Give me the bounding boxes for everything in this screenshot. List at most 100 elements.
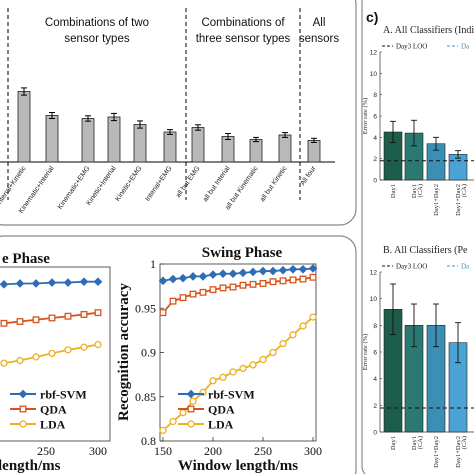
category-label: (CA)	[417, 436, 424, 449]
category-label: Day1+Day2	[455, 184, 462, 216]
category-label: all but Kinetic	[259, 165, 289, 204]
bar	[163, 131, 177, 163]
data-point	[159, 309, 167, 317]
data-point	[80, 310, 88, 318]
y-tick-label: 0.85	[135, 390, 156, 404]
legend-label: QDA	[208, 403, 235, 417]
data-point	[209, 377, 217, 385]
data-point	[208, 270, 218, 279]
data-point	[169, 417, 177, 426]
data-point	[289, 276, 297, 284]
bar	[278, 134, 292, 163]
data-point	[168, 274, 178, 284]
data-point	[179, 294, 187, 302]
y-axis-label: Error rate (%)	[362, 334, 369, 370]
series-line	[162, 267, 314, 282]
data-point	[269, 278, 277, 286]
data-point	[299, 322, 307, 330]
chart-b-title: B. All Classifiers (Pe	[383, 245, 468, 256]
data-point	[64, 312, 72, 320]
data-point	[188, 272, 198, 281]
data-point	[32, 353, 40, 361]
top-panel-frame	[0, 0, 357, 226]
group-label-two-line2: sensor types	[64, 33, 129, 45]
data-point	[19, 405, 27, 413]
swing-panel: Swing Phase Recognition accuracy 0.8 0.85…	[116, 245, 322, 474]
data-point	[48, 314, 56, 322]
data-point	[93, 277, 103, 287]
data-point	[189, 397, 197, 405]
legend-label: Da	[461, 263, 470, 271]
x-tick-label: 200	[204, 444, 222, 458]
data-point	[198, 272, 208, 281]
legend-label: Day3 LOO	[396, 263, 427, 271]
category-label: Day1+Day2	[433, 436, 440, 468]
y-axis-label: Error rate (%)	[362, 98, 369, 134]
chart-a-title: A. All Classifiers (Indi	[383, 25, 474, 36]
legend-label: LDA	[208, 418, 234, 432]
bar	[107, 116, 121, 163]
group-label-all-line2: sensors	[299, 33, 340, 45]
bar	[191, 127, 205, 163]
category-label: Kinetic+Interial	[85, 165, 117, 207]
y-tick-label: 12	[370, 50, 378, 57]
y-tick-label: 2	[373, 156, 377, 163]
bar	[81, 118, 95, 163]
legend-label: LDA	[40, 418, 66, 432]
data-point	[229, 368, 237, 376]
category-label: (CA)	[461, 436, 468, 449]
data-point	[269, 348, 277, 357]
chart-b: 0 2 4 6 8 10 12 Error rate (%) Day3 LOO Da Day1 Day…	[362, 263, 474, 468]
data-point	[209, 286, 217, 294]
swing-xlabel: Window length/ms	[178, 458, 298, 474]
category-label: Day1	[390, 436, 397, 450]
data-point	[238, 268, 248, 278]
y-tick-label: 0	[373, 430, 377, 437]
y-tick-label: 6	[373, 114, 377, 121]
data-point	[218, 269, 228, 279]
data-point	[47, 278, 57, 287]
data-point	[48, 349, 56, 358]
swing-ylabel: Recognition accuracy	[116, 283, 132, 421]
group-label-three-line1: Combinations of	[201, 17, 285, 29]
data-point	[63, 278, 73, 287]
category-label: (CA)	[461, 184, 468, 197]
x-tick-label: 300	[89, 444, 107, 458]
bar	[133, 124, 147, 163]
bar	[249, 139, 263, 163]
legend-label: rbf-SVM	[208, 388, 255, 402]
category-label: Interial+EMG	[144, 165, 173, 203]
data-point	[31, 279, 41, 288]
bar	[221, 136, 235, 163]
series-line	[162, 276, 314, 314]
group-label-three: Combinations of three sensor types	[196, 17, 291, 45]
x-tick-label: 250	[254, 444, 272, 458]
data-point	[309, 313, 317, 321]
bar	[17, 91, 31, 163]
data-point	[64, 346, 72, 354]
legend-label: Da	[461, 43, 470, 51]
data-point	[248, 267, 258, 277]
bottom-panel-frame	[0, 235, 357, 474]
category-label: all but Interial	[202, 165, 232, 203]
right-panel-frame	[361, 0, 366, 474]
data-point	[186, 389, 196, 399]
x-tick-label: 150	[154, 444, 172, 458]
chart-a: 0 2 4 6 8 10 12 Error rate (%) Day3 LOO Da Day1 Day…	[362, 43, 474, 216]
data-point	[18, 389, 28, 399]
data-point	[288, 265, 298, 274]
data-point	[178, 273, 188, 283]
y-tick-label: 6	[373, 350, 377, 357]
y-tick-label: 10	[370, 71, 378, 78]
data-point	[229, 283, 237, 291]
category-label: Day1+Day2	[433, 184, 440, 216]
y-tick-label: 4	[373, 135, 377, 142]
data-point	[279, 277, 287, 285]
y-tick-label: 1	[150, 257, 156, 271]
data-point	[94, 340, 102, 349]
data-point	[309, 273, 317, 281]
data-point	[259, 280, 267, 287]
y-tick-label: 0.8	[141, 434, 156, 448]
